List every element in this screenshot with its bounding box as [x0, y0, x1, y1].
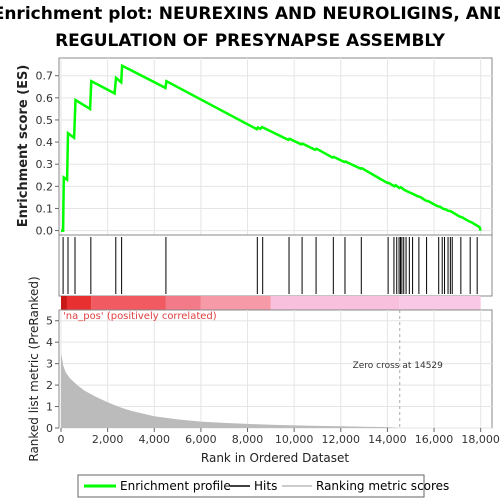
hits-panel [58, 234, 493, 297]
legend: Enrichment profile Hits Ranking metric s… [77, 474, 449, 498]
legend-item-ranking-metric-scores: Ranking metric scores [316, 479, 449, 493]
x-tick-label: 14,000 [368, 433, 407, 446]
metric-tick-label: 2 [46, 379, 53, 392]
es-y-axis-label: Enrichment score (ES) [16, 65, 31, 228]
metric-y-ticks: 0 1 2 3 4 5 [46, 315, 59, 435]
x-tick-label: 18,000 [461, 433, 500, 446]
metric-tick-label: 5 [46, 315, 53, 328]
color-bar-segment [200, 296, 271, 310]
es-tick-label: 0.3 [36, 158, 54, 171]
hits-lines [62, 237, 478, 294]
es-tick-label: 0.1 [36, 202, 54, 215]
metric-tick-label: 0 [46, 422, 53, 435]
positive-correlation-label: 'na_pos' (positively correlated) [63, 311, 217, 322]
metric-tick-label: 1 [46, 401, 53, 414]
enrichment-profile-line [61, 63, 482, 232]
es-tick-label: 0.4 [36, 136, 54, 149]
metric-y-axis-label: Ranked list metric (PreRanked) [27, 276, 41, 461]
x-tick-label: 4,000 [139, 433, 171, 446]
color-bar-segment [61, 296, 92, 310]
metric-plot-frame [58, 309, 493, 429]
es-y-ticks: 0.0 0.1 0.2 0.3 0.4 0.5 0.6 0.7 [36, 70, 59, 238]
x-ticks: 0 2,000 4,000 6,000 8,000 10,000 12,000 14,000 1… [58, 428, 500, 446]
x-tick-label: 6,000 [185, 433, 217, 446]
color-bar-segment [165, 296, 201, 310]
color-bar-segment [270, 296, 400, 310]
ranking-metric-area [61, 352, 481, 428]
metric-tick-label: 3 [46, 358, 53, 371]
x-tick-label: 8,000 [232, 433, 264, 446]
legend-item-hits: Hits [254, 479, 277, 493]
es-tick-label: 0.2 [36, 180, 54, 193]
x-tick-label: 12,000 [322, 433, 361, 446]
es-tick-label: 0.0 [36, 225, 54, 238]
hits-frame [58, 234, 493, 297]
color-bar-segment [399, 296, 481, 310]
es-plot-frame [58, 57, 493, 236]
es-tick-label: 0.5 [36, 114, 54, 127]
chart-title-line-1: Enrichment plot: NEUREXINS AND NEUROLIGI… [0, 4, 500, 24]
es-panel: 0.0 0.1 0.2 0.3 0.4 0.5 0.6 0.7 [36, 57, 493, 238]
color-bar-segment [91, 296, 166, 310]
x-tick-label: 2,000 [92, 433, 124, 446]
legend-frame [77, 474, 425, 498]
x-tick-label: 0 [58, 433, 65, 446]
metric-panel: Zero cross at 14529 'na_pos' (positively… [46, 309, 493, 435]
zero-cross-label: Zero cross at 14529 [353, 361, 444, 371]
color-bar-segment [61, 296, 67, 310]
es-grid [59, 58, 492, 235]
x-tick-label: 10,000 [275, 433, 314, 446]
x-axis-label: Rank in Ordered Dataset [201, 451, 349, 465]
chart-title-line-2: REGULATION OF PRESYNAPSE ASSEMBLY [55, 31, 446, 51]
x-tick-label: 16,000 [415, 433, 454, 446]
ranking-color-bar [61, 296, 481, 310]
legend-item-enrichment-profile: Enrichment profile [120, 479, 231, 493]
es-tick-label: 0.6 [36, 92, 54, 105]
es-tick-label: 0.7 [36, 70, 54, 83]
metric-tick-label: 4 [46, 336, 53, 349]
